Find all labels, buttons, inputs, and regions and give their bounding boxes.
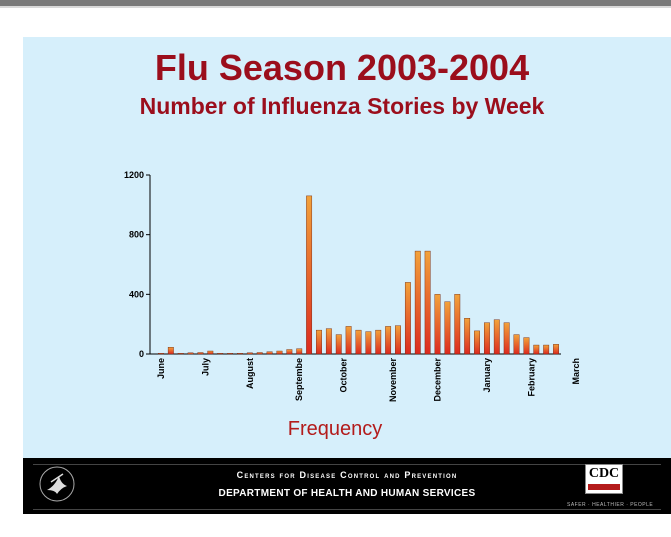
bar [385, 326, 392, 355]
bar [217, 353, 224, 355]
window-top-bar [0, 0, 671, 6]
footer-banner: Centers for Disease Control and Preventi… [23, 458, 671, 514]
cdc-logo-text: CDC [588, 466, 620, 481]
bar [355, 329, 362, 355]
bar [543, 344, 550, 355]
bar [187, 352, 194, 355]
bar [375, 329, 382, 355]
cdc-logo: CDC [585, 464, 623, 494]
cdc-tagline: SAFER · HEALTHIER · PEOPLE [567, 502, 654, 508]
footer-cdc-name: Centers for Disease Control and Preventi… [236, 470, 458, 480]
bar [365, 331, 372, 355]
bar [454, 294, 461, 355]
bar [227, 353, 234, 355]
x-tick-label: December [433, 358, 443, 402]
y-tick-label: 400 [129, 289, 144, 299]
bar [266, 351, 273, 355]
bar [503, 322, 510, 355]
bar [434, 294, 441, 355]
bar [483, 322, 490, 355]
x-tick-label: February [526, 358, 536, 397]
x-axis-label: Frequency [287, 418, 383, 440]
bar [306, 195, 313, 355]
window-top-line [0, 6, 671, 8]
bar [167, 347, 174, 355]
x-tick-label: Septembe [294, 358, 304, 401]
slide: Flu Season 2003-2004 Number of Influenza… [23, 37, 671, 458]
bar [513, 334, 520, 355]
bar [207, 350, 214, 355]
bar [246, 352, 253, 355]
x-tick-label: June [156, 358, 166, 379]
y-tick-label: 0 [139, 349, 144, 359]
bar [286, 349, 293, 355]
bar [395, 325, 401, 355]
bar [177, 353, 184, 355]
x-tick-label: August [245, 358, 255, 389]
bar [424, 250, 431, 355]
cdc-logo-bar [588, 484, 620, 490]
bar [158, 353, 164, 355]
bar [553, 344, 559, 355]
bar [256, 352, 263, 355]
bar [197, 352, 204, 355]
bar [474, 330, 480, 355]
bar [493, 319, 500, 355]
footer-hhs-name: DEPARTMENT OF HEALTH AND HUMAN SERVICES [218, 488, 476, 499]
bar [345, 326, 352, 355]
bar [296, 348, 303, 355]
hhs-eagle-logo [39, 466, 75, 502]
footer-frame [33, 464, 661, 510]
bar [533, 344, 540, 355]
y-tick-label: 800 [129, 230, 144, 240]
bar [523, 337, 530, 355]
bar [414, 250, 421, 355]
bar [335, 334, 342, 355]
x-tick-label: March [571, 358, 581, 385]
slide-subtitle: Number of Influenza Stories by Week [139, 93, 545, 119]
bar [276, 350, 283, 355]
y-tick-label: 1200 [124, 170, 144, 180]
bar [316, 329, 322, 355]
bar [325, 328, 332, 355]
x-tick-label: October [339, 358, 349, 393]
bar [237, 353, 243, 355]
x-tick-label: November [388, 358, 398, 403]
bar [444, 301, 451, 355]
bar [464, 318, 471, 355]
slide-title: Flu Season 2003-2004 [154, 47, 530, 88]
bar [404, 282, 411, 355]
x-tick-label: January [482, 358, 492, 393]
x-tick-label: July [200, 358, 210, 376]
bar-chart: 0 400 800 1200 June July August Septembe October… [124, 170, 581, 403]
